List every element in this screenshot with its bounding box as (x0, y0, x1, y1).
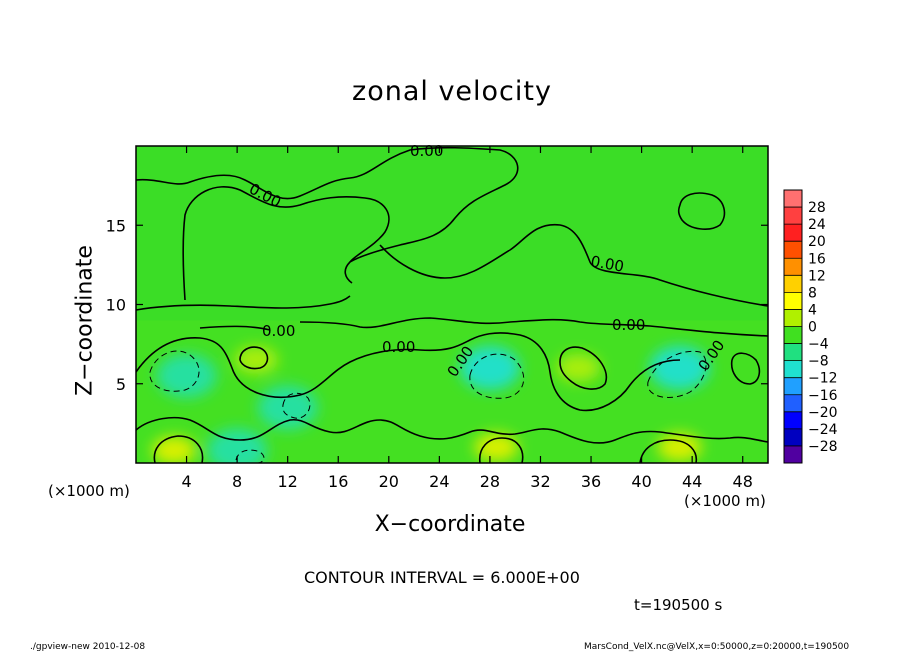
field-feature-0 (156, 353, 217, 398)
contour-negative-line (469, 353, 525, 399)
colorbar-segment (784, 241, 802, 259)
x-tick-label: 36 (581, 472, 601, 491)
colorbar-label: 0 (808, 320, 817, 336)
contour-zero-line (379, 224, 768, 307)
contour-zero-line (730, 352, 761, 385)
colorbar-segment (784, 309, 802, 327)
x-tick-label: 48 (733, 472, 753, 491)
colorbar-label: −20 (808, 405, 838, 421)
colorbar-label: 12 (808, 268, 826, 284)
x-axis: 4 8 12 16 20 24 28 32 36 40 44 48 (181, 146, 753, 491)
contour-label: 0.00 (262, 322, 295, 340)
x-tick-label: 32 (530, 472, 550, 491)
colorbar-segment (784, 292, 802, 310)
y-tick-label: 10 (106, 296, 126, 315)
contour-negative-line (282, 392, 311, 419)
colorbar-label: 20 (808, 234, 826, 250)
colorbar-label: 4 (808, 302, 817, 318)
chart-title: zonal velocity (352, 76, 552, 107)
colorbar-segment (784, 258, 802, 276)
contour-zero-line (199, 317, 768, 337)
contour-zero-line (639, 439, 698, 463)
field-feature-8 (556, 353, 601, 382)
contour-zero-line (559, 346, 607, 390)
colorbar-label: 8 (808, 285, 817, 301)
contour-zero-line (136, 416, 768, 444)
colorbar-segment (784, 326, 802, 345)
contour-label: 0.00 (612, 316, 645, 334)
contour-negative-line (235, 449, 265, 463)
x-axis-label: X−coordinate (374, 512, 526, 537)
contour-zero-line (677, 192, 726, 230)
colorbar-segment (784, 445, 802, 464)
contour-zero-line (136, 146, 519, 284)
colorbar-segment (784, 377, 802, 396)
footer-left: ./gpview-new 2010-12-08 (30, 642, 146, 652)
field-feature-5 (151, 436, 196, 463)
footer-right: MarsCond_VelX.nc@VelX,x=0:50000,z=0:2000… (584, 642, 850, 652)
contour-zero-line (182, 186, 390, 301)
colorbar-segment (784, 224, 802, 242)
colorbar-label: 24 (808, 217, 826, 233)
contour-zero-line (239, 346, 269, 370)
x-tick-label: 40 (631, 472, 651, 491)
colorbar-label: 16 (808, 251, 826, 267)
y-axis: 5 10 15 (106, 216, 768, 394)
contour-lines (136, 146, 768, 463)
colorbar-segment (784, 411, 802, 430)
contour-label: 0.00 (589, 252, 625, 276)
colorbar-segment (784, 207, 802, 225)
colorbar-label: −12 (808, 371, 838, 387)
colorbar-segment (784, 360, 802, 379)
x-tick-label: 20 (379, 472, 399, 491)
y-tick-label: 15 (106, 216, 126, 235)
field-feature-3 (649, 345, 710, 390)
colorbar-label: −16 (808, 388, 838, 404)
colorbar-segment (784, 190, 802, 208)
field-feature-2 (459, 345, 520, 390)
x-tick-label: 24 (429, 472, 449, 491)
y-tick-label: 5 (116, 375, 126, 394)
contour-interval-text: CONTOUR INTERVAL = 6.000E+00 (304, 568, 580, 587)
colorbar-segment (784, 343, 802, 362)
contour-zero-line (153, 435, 204, 463)
colorbar-label: −28 (808, 439, 838, 455)
colorbar-segment (784, 275, 802, 293)
contour-label: 0.00 (410, 142, 443, 160)
time-label: t=190500 s (634, 596, 723, 614)
x-tick-label: 4 (181, 472, 191, 491)
x-tick-label: 16 (328, 472, 348, 491)
contour-negative-line (149, 350, 200, 392)
x-unit-label-right: (×1000 m) (684, 492, 766, 510)
colorbar-label: 28 (808, 200, 826, 216)
field-feature-6 (474, 433, 519, 462)
contour-label: 0.00 (382, 338, 415, 356)
x-tick-label: 8 (232, 472, 242, 491)
field-upper-region (136, 146, 768, 321)
x-unit-label-left: (×1000 m) (48, 482, 130, 500)
colorbar-segment (784, 394, 802, 413)
colorbar-label: −4 (808, 337, 829, 353)
x-tick-label: 28 (480, 472, 500, 491)
colorbar-segment (784, 428, 802, 447)
contour-zero-line (136, 332, 681, 412)
contour-negative-line (647, 350, 707, 398)
velocity-field (136, 146, 768, 463)
colorbar-label: −8 (808, 354, 829, 370)
x-tick-label: 12 (278, 472, 298, 491)
contour-zero-line (478, 437, 524, 463)
contour-zero-line (136, 295, 351, 311)
x-tick-label: 44 (682, 472, 702, 491)
colorbar-label: −24 (808, 422, 838, 438)
negative-contour-lines (149, 350, 707, 463)
